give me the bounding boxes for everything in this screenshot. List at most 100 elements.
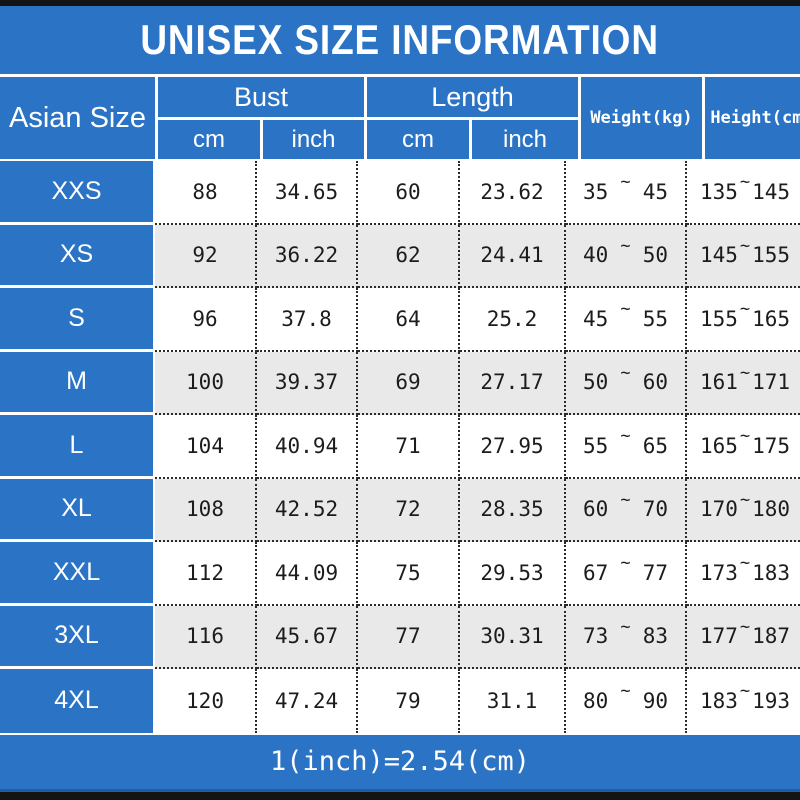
tilde-separator: ~: [739, 681, 751, 702]
height-range-cell-min: 170: [700, 497, 738, 522]
chart-title: UNISEX SIZE INFORMATION: [140, 16, 660, 63]
bust-inch-cell: 39.37: [257, 351, 358, 415]
height-range-cell: 155 ~165: [687, 288, 800, 352]
weight-range-cell-max: 65: [642, 433, 668, 458]
weight-range-cell-max: 45: [642, 179, 668, 204]
length-inch-cell: 25.2: [460, 288, 566, 352]
table-row: XS 92 36.22 62 24.41 40 ~50 145 ~155: [0, 224, 800, 288]
weight-range-cell-min: 60: [583, 497, 609, 522]
header-bust: Bust: [158, 77, 364, 117]
length-cm-cell: 75: [358, 542, 460, 606]
table-row: XXS 88 34.65 60 23.62 35 ~45 135 ~145: [0, 161, 800, 225]
table-row: XXL 112 44.09 75 29.53 67 ~77 173 ~183: [0, 542, 800, 606]
tilde-separator: ~: [620, 426, 631, 447]
weight-range-cell: 60 ~70: [566, 478, 687, 542]
length-inch-cell: 27.95: [460, 415, 566, 479]
weight-range-cell-min: 55: [583, 433, 609, 458]
tilde-separator: ~: [620, 681, 631, 702]
length-inch-cell: 24.41: [460, 224, 566, 288]
height-range-cell: 161 ~171: [687, 351, 800, 415]
header-asian-size: Asian Size: [0, 77, 155, 159]
bust-cm-cell: 88: [155, 161, 257, 225]
size-label-cell: 4XL: [0, 669, 155, 733]
size-label-cell: S: [0, 288, 155, 352]
weight-range-cell: 35 ~45: [566, 161, 687, 225]
weight-range-cell-max: 90: [642, 688, 668, 713]
weight-range-cell-min: 40: [583, 243, 609, 268]
weight-range-cell: 80 ~90: [566, 669, 687, 733]
tilde-separator: ~: [620, 616, 631, 637]
table-row: M 100 39.37 69 27.17 50 ~60 161 ~171: [0, 351, 800, 415]
tilde-separator: ~: [739, 362, 751, 383]
bust-cm-cell: 116: [155, 605, 257, 669]
bust-cm-cell: 96: [155, 288, 257, 352]
top-border-bar: [0, 0, 800, 6]
tilde-separator: ~: [739, 172, 751, 193]
bust-cm-cell: 108: [155, 478, 257, 542]
size-label-cell: L: [0, 415, 155, 479]
footer-banner: 1(inch)=2.54(cm): [0, 734, 800, 792]
height-range-cell-min: 183: [700, 688, 738, 713]
weight-range-cell-min: 45: [583, 306, 609, 331]
height-range-cell: 145 ~155: [687, 224, 800, 288]
height-range-cell: 173 ~183: [687, 542, 800, 606]
length-inch-cell: 28.35: [460, 478, 566, 542]
height-range-cell: 177 ~187: [687, 605, 800, 669]
tilde-separator: ~: [739, 426, 751, 447]
bust-inch-cell: 42.52: [257, 478, 358, 542]
header-bust-inch: inch: [263, 120, 364, 159]
weight-range-cell-min: 67: [583, 560, 609, 585]
height-range-cell-max: 145: [752, 179, 790, 204]
length-cm-cell: 64: [358, 288, 460, 352]
height-range-cell-max: 193: [752, 688, 790, 713]
height-range-cell: 135 ~145: [687, 161, 800, 225]
tilde-separator: ~: [620, 489, 631, 510]
weight-range-cell: 55 ~65: [566, 415, 687, 479]
height-range-cell-max: 175: [752, 433, 790, 458]
table-row: L 104 40.94 71 27.95 55 ~65 165 ~175: [0, 415, 800, 479]
bust-inch-cell: 44.09: [257, 542, 358, 606]
bust-inch-cell: 45.67: [257, 605, 358, 669]
weight-range-cell-max: 50: [642, 243, 668, 268]
table-row: 3XL 116 45.67 77 30.31 73 ~83 177 ~187: [0, 605, 800, 669]
tilde-separator: ~: [739, 489, 751, 510]
length-cm-cell: 69: [358, 351, 460, 415]
tilde-separator: ~: [620, 362, 631, 383]
bust-cm-cell: 100: [155, 351, 257, 415]
weight-range-cell: 45 ~55: [566, 288, 687, 352]
table-row: S 96 37.8 64 25.2 45 ~55 155 ~165: [0, 288, 800, 352]
size-label-cell: XL: [0, 478, 155, 542]
tilde-separator: ~: [739, 616, 751, 637]
tilde-separator: ~: [620, 299, 631, 320]
bust-cm-cell: 120: [155, 669, 257, 733]
bust-cm-cell: 92: [155, 224, 257, 288]
header-weight: Weight(kg): [581, 77, 702, 159]
weight-range-cell-max: 55: [642, 306, 668, 331]
height-range-cell: 170 ~180: [687, 478, 800, 542]
height-range-cell-max: 183: [752, 560, 790, 585]
height-range-cell-max: 180: [752, 497, 790, 522]
size-label-cell: XS: [0, 224, 155, 288]
weight-range-cell-max: 70: [642, 497, 668, 522]
chart-title-banner: UNISEX SIZE INFORMATION: [0, 6, 800, 77]
weight-range-cell-min: 80: [583, 688, 609, 713]
table-row: 4XL 120 47.24 79 31.1 80 ~90 183 ~193: [0, 669, 800, 733]
size-label-cell: 3XL: [0, 605, 155, 669]
height-range-cell-min: 177: [700, 624, 738, 649]
weight-range-cell-min: 73: [583, 624, 609, 649]
tilde-separator: ~: [620, 553, 631, 574]
weight-range-cell: 73 ~83: [566, 605, 687, 669]
table-header: Asian Size Bust Length Weight(kg) Height…: [0, 77, 800, 159]
size-label-cell: XXS: [0, 161, 155, 225]
weight-range-cell-min: 50: [583, 370, 609, 395]
height-range-cell-max: 155: [752, 243, 790, 268]
bust-inch-cell: 36.22: [257, 224, 358, 288]
tilde-separator: ~: [739, 553, 751, 574]
tilde-separator: ~: [620, 172, 631, 193]
header-bust-cm: cm: [158, 120, 260, 159]
weight-range-cell-max: 77: [642, 560, 668, 585]
length-inch-cell: 30.31: [460, 605, 566, 669]
size-label-cell: M: [0, 351, 155, 415]
height-range-cell: 165 ~175: [687, 415, 800, 479]
header-length-cm: cm: [367, 120, 469, 159]
